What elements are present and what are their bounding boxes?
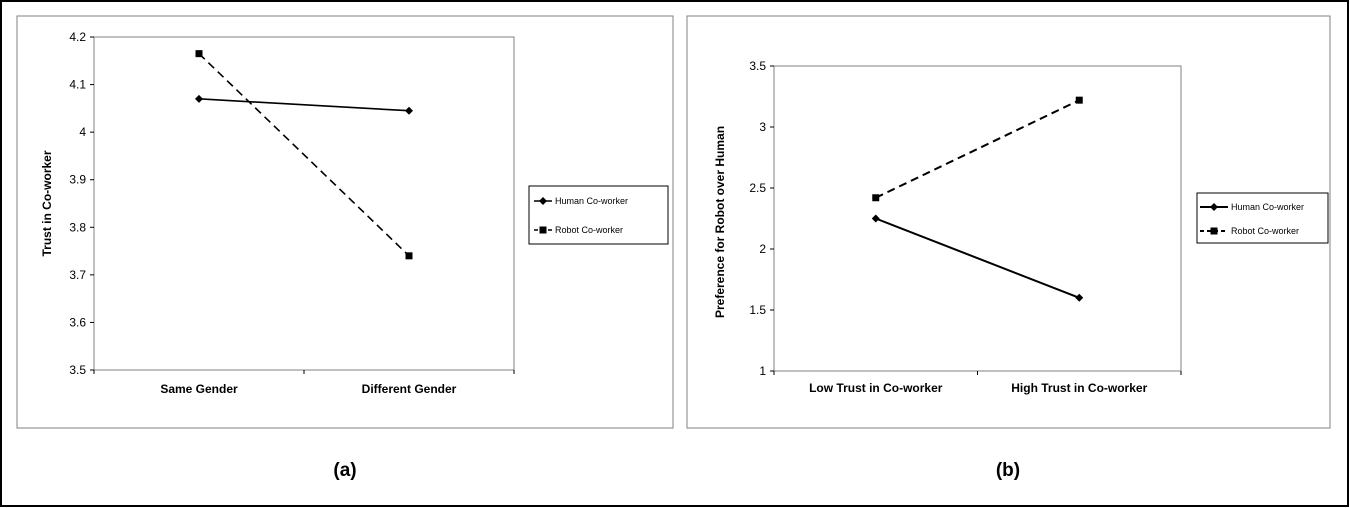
chart-b-panel-label: (b) <box>996 460 1020 481</box>
y-tick-label: 3.9 <box>69 173 86 187</box>
chart-b-series <box>871 96 1084 302</box>
chart-b-legend-box <box>1196 192 1329 244</box>
data-point <box>872 194 880 202</box>
legend-label: Robot Co-worker <box>1231 226 1299 236</box>
data-point <box>195 94 203 103</box>
chart-b-legend: Human Co-worker Robot Co-worker <box>1200 202 1304 236</box>
y-tick-label: 2 <box>759 242 766 256</box>
data-point <box>195 50 203 58</box>
chart-b-categories: Low Trust in Co-worker High Trust in Co-w… <box>773 371 1182 395</box>
y-tick-label: 4 <box>79 125 86 139</box>
legend-marker <box>1210 203 1218 211</box>
data-point <box>871 214 880 223</box>
y-tick-label: 2.5 <box>749 181 766 195</box>
y-tick-label: 4.2 <box>69 30 86 44</box>
series-line-human-co-worker <box>198 98 410 112</box>
legend-marker <box>539 226 547 234</box>
chart-a-panel-label: (a) <box>333 460 356 481</box>
series-line-robot-co-worker <box>198 53 410 257</box>
y-tick-label: 1 <box>759 364 766 378</box>
legend-marker <box>539 197 547 205</box>
y-tick-label: 3.5 <box>749 59 766 73</box>
chart-a-categories: Same Gender Different Gender <box>93 370 515 396</box>
chart-b-ylabel: Preference for Robot over Human <box>713 126 727 318</box>
y-tick-label: 3.8 <box>69 220 86 234</box>
legend-label: Robot Co-worker <box>555 225 623 235</box>
x-category-label: Low Trust in Co-worker <box>809 381 943 395</box>
legend-label: Human Co-worker <box>555 196 628 206</box>
legend-marker <box>1210 227 1218 235</box>
chart-b-plot-area <box>773 65 1182 372</box>
chart-a-plot-area <box>93 36 515 371</box>
legend-label: Human Co-worker <box>1231 202 1304 212</box>
chart-b-yticks: 1 1.5 2 2.5 3 3.5 <box>749 59 774 378</box>
chart-a-ylabel: Trust in Co-worker <box>40 150 54 256</box>
data-point <box>1075 96 1083 104</box>
chart-a: 3.5 3.6 3.7 3.8 3.9 4 4.1 4.2 Same Gender Differ… <box>16 15 674 481</box>
data-point <box>405 106 413 115</box>
chart-b: 1 1.5 2 2.5 3 3.5 Low Trust in Co-worker High … <box>686 15 1331 481</box>
chart-a-series <box>195 50 413 260</box>
data-point <box>1075 293 1084 302</box>
series-line-robot-co-worker <box>875 99 1080 199</box>
data-point <box>405 252 413 260</box>
x-category-label: Same Gender <box>160 382 238 396</box>
y-tick-label: 3.6 <box>69 315 86 329</box>
chart-a-yticks: 3.5 3.6 3.7 3.8 3.9 4 4.1 4.2 <box>69 30 94 377</box>
y-tick-label: 3 <box>759 120 766 134</box>
chart-a-legend-box <box>528 185 669 245</box>
y-tick-label: 1.5 <box>749 303 766 317</box>
x-category-label: Different Gender <box>362 382 457 396</box>
y-tick-label: 3.5 <box>69 363 86 377</box>
y-tick-label: 4.1 <box>69 78 86 92</box>
series-line-human-co-worker <box>875 217 1080 299</box>
x-category-label: High Trust in Co-worker <box>1011 381 1147 395</box>
chart-a-legend: Human Co-worker Robot Co-worker <box>534 196 628 235</box>
y-tick-label: 3.7 <box>69 268 86 282</box>
